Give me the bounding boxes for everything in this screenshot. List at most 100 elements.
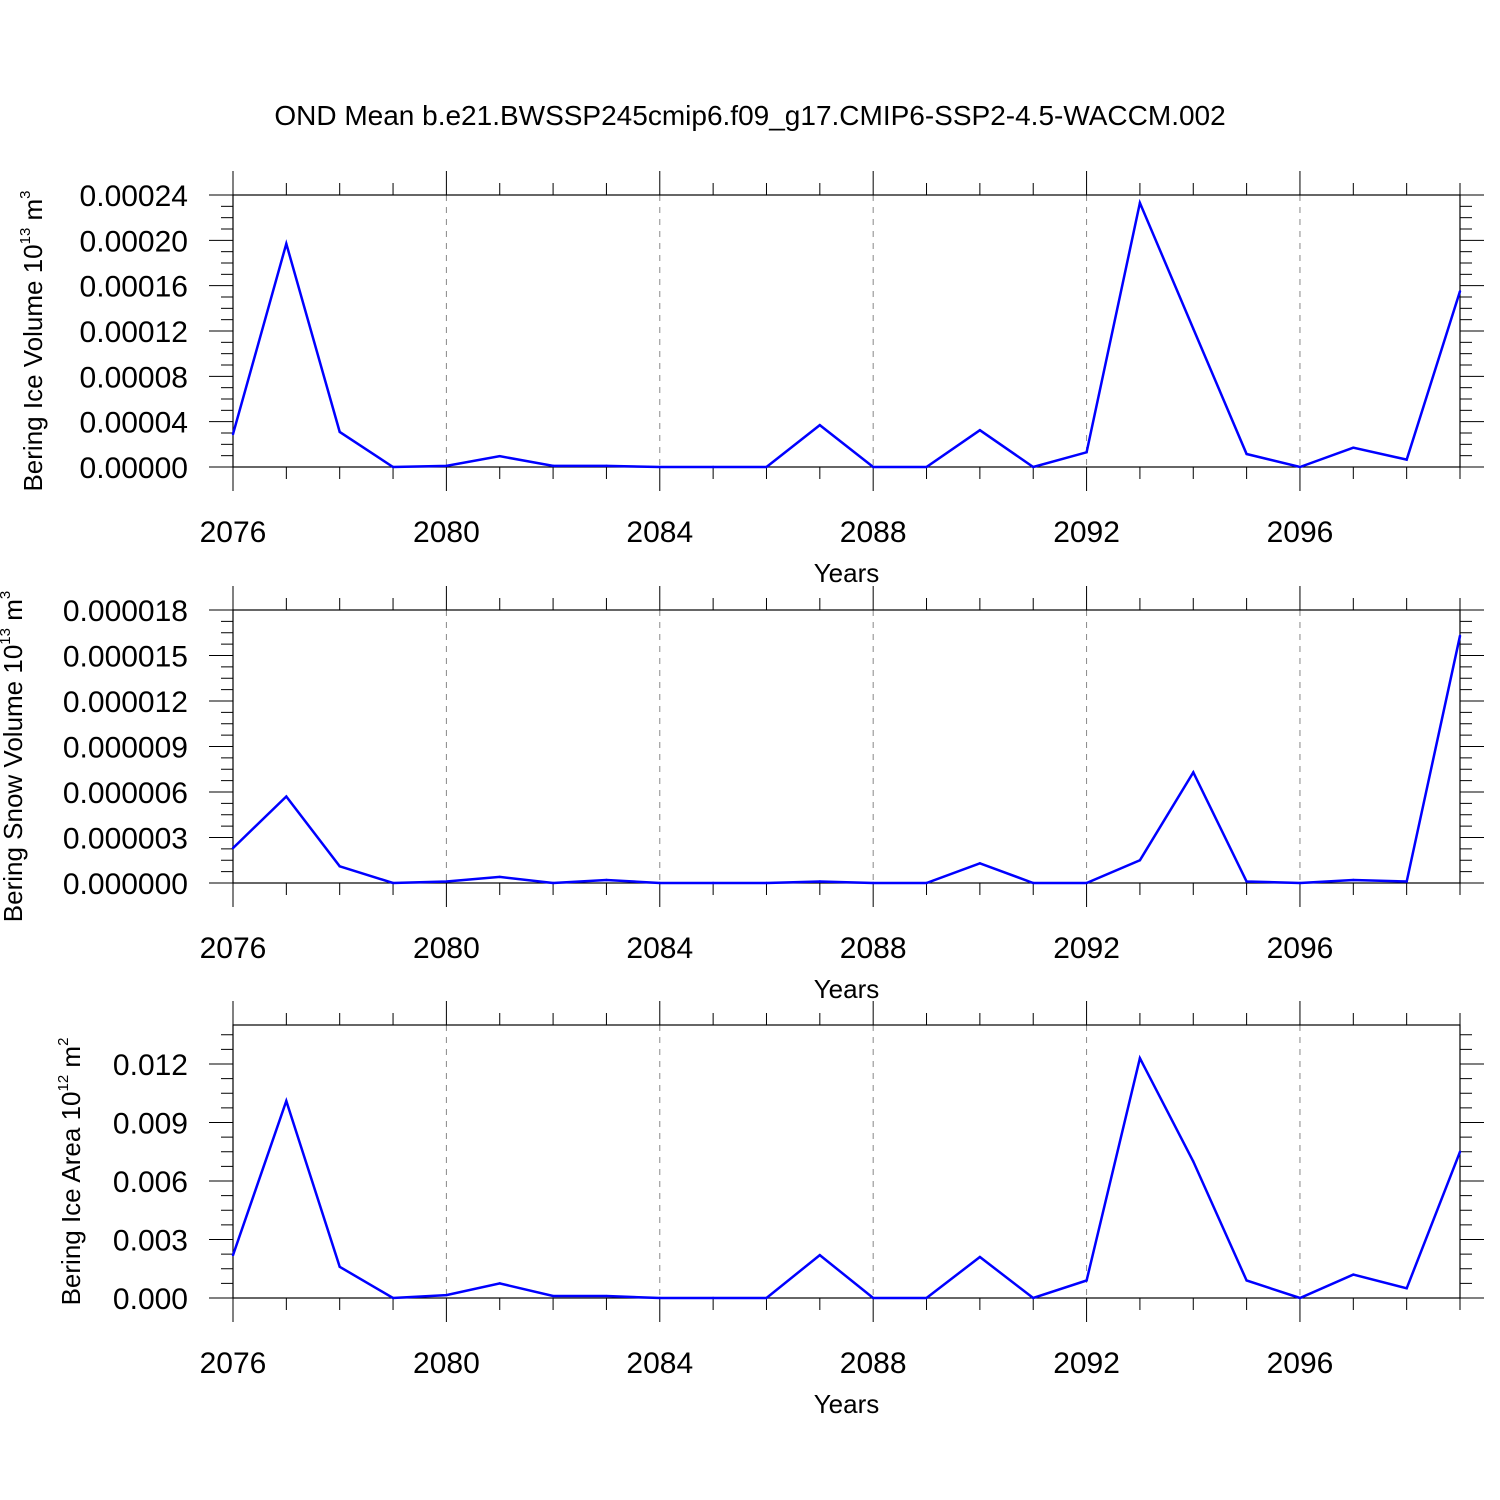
data-point-2087 xyxy=(818,423,822,427)
data-point-2098 xyxy=(1405,458,1408,461)
data-point-2096 xyxy=(1298,1296,1302,1300)
data-point-2080 xyxy=(445,464,448,468)
page-title: OND Mean b.e21.BWSSP245cmip6.f09_g17.CMI… xyxy=(274,100,1226,131)
data-point-2081 xyxy=(498,455,501,458)
x-tick-label: 2088 xyxy=(840,932,907,965)
data-point-2078 xyxy=(338,865,341,868)
y-tick-label: 0.000009 xyxy=(63,732,188,765)
y-tick-label: 0.00008 xyxy=(80,361,188,394)
data-point-2084 xyxy=(658,881,661,885)
series-line xyxy=(231,1054,1462,1300)
x-tick-label: 2084 xyxy=(626,516,693,549)
data-point-2078 xyxy=(338,1265,341,1269)
y-tick-label: 0.000 xyxy=(113,1283,188,1316)
data-point-2084 xyxy=(658,1296,661,1300)
data-point-2076 xyxy=(231,846,235,850)
data-point-2093 xyxy=(1138,1056,1142,1060)
y-tick-label: 0.000012 xyxy=(63,686,188,719)
data-point-2089 xyxy=(925,465,928,469)
y-axis-title: Bering Ice Volume 1013 m3 xyxy=(17,190,48,491)
data-point-2094 xyxy=(1192,1160,1195,1163)
x-axis-title: Years xyxy=(814,558,880,588)
y-tick-label: 0.000018 xyxy=(63,595,188,628)
data-point-2097 xyxy=(1352,1273,1355,1276)
data-point-2095 xyxy=(1245,1279,1248,1282)
y-axis-title: Bering Ice Area 1012 m2 xyxy=(55,1038,86,1306)
y-tick-label: 0.00000 xyxy=(80,452,188,485)
snow-volume-panel: 2076 2080 2084 2088 2092 2096 0.000000 0.000003… xyxy=(0,586,1484,1004)
data-point-2087 xyxy=(818,880,822,883)
data-point-2086 xyxy=(765,1296,768,1300)
data-point-2088 xyxy=(871,465,875,469)
series-line xyxy=(232,635,1462,885)
y-tick-label: 0.000000 xyxy=(63,868,188,901)
y-tick-label: 0.000015 xyxy=(63,641,188,674)
data-point-2085 xyxy=(711,1296,715,1300)
y-tick-label: 0.000003 xyxy=(63,823,188,856)
x-tick-label: 2092 xyxy=(1053,1347,1120,1380)
x-tick-label: 2084 xyxy=(626,1347,693,1380)
x-tick-label: 2080 xyxy=(413,932,480,965)
plot-frame xyxy=(232,1024,1461,1299)
data-point-2080 xyxy=(445,1293,448,1297)
ice-volume-panel: 2076 2080 2084 2088 2092 2096 0.00000 0.00004 0.… xyxy=(17,171,1484,588)
data-point-2080 xyxy=(445,880,448,883)
data-point-2091 xyxy=(1032,465,1035,469)
data-point-2085 xyxy=(711,465,715,469)
data-point-2094 xyxy=(1192,771,1195,774)
data-point-2079 xyxy=(391,1296,395,1300)
x-tick-label: 2096 xyxy=(1267,516,1334,549)
data-point-2095 xyxy=(1245,452,1248,456)
data-point-2097 xyxy=(1352,446,1355,449)
y-tick-label: 0.00012 xyxy=(80,316,188,349)
data-point-2082 xyxy=(551,881,555,885)
data-point-2099 xyxy=(1458,1150,1462,1153)
data-point-2083 xyxy=(605,1294,608,1298)
data-point-2079 xyxy=(391,465,395,469)
data-point-2076 xyxy=(231,1253,235,1257)
data-point-2092 xyxy=(1085,1279,1088,1282)
x-tick-label: 2080 xyxy=(413,1347,480,1380)
data-point-2092 xyxy=(1085,881,1088,885)
data-point-2083 xyxy=(605,464,608,468)
data-point-2082 xyxy=(551,1294,555,1298)
data-point-2090 xyxy=(978,1255,982,1259)
x-axis-title: Years xyxy=(814,974,880,1004)
y-tick-label: 0.003 xyxy=(113,1225,188,1258)
y-tick-label: 0.006 xyxy=(113,1166,188,1199)
x-tick-label: 2088 xyxy=(840,1347,907,1380)
y-tick-label: 0.012 xyxy=(113,1049,188,1082)
data-point-2097 xyxy=(1352,878,1355,882)
x-tick-label: 2092 xyxy=(1053,516,1120,549)
plot-frame xyxy=(232,609,1461,884)
ice-area-panel: 2076 2080 2084 2088 2092 2096 0.000 0.003 0.006 0… xyxy=(55,1001,1484,1419)
y-axis-title: Bering Snow Volume 1013 m3 xyxy=(0,591,28,922)
y-tick-label: 0.00004 xyxy=(80,407,188,440)
data-point-2096 xyxy=(1298,465,1302,469)
data-point-2086 xyxy=(765,465,768,469)
data-point-2096 xyxy=(1298,881,1302,885)
series-line xyxy=(231,198,1462,469)
x-tick-label: 2084 xyxy=(626,932,693,965)
x-tick-label: 2096 xyxy=(1267,932,1334,965)
data-point-2088 xyxy=(871,881,875,885)
data-point-2094 xyxy=(1192,327,1195,330)
data-point-2088 xyxy=(871,1296,875,1300)
data-point-2083 xyxy=(605,878,608,882)
data-point-2090 xyxy=(978,428,982,432)
data-point-2099 xyxy=(1458,290,1462,293)
data-point-2078 xyxy=(338,430,341,434)
x-tick-label: 2076 xyxy=(200,516,267,549)
x-axis-title: Years xyxy=(814,1389,880,1419)
data-point-2084 xyxy=(658,465,661,469)
data-point-2077 xyxy=(285,242,288,245)
data-point-2099 xyxy=(1458,634,1462,637)
data-point-2089 xyxy=(925,1296,928,1300)
x-tick-label: 2088 xyxy=(840,516,907,549)
y-tick-label: 0.009 xyxy=(113,1108,188,1141)
plot-frame xyxy=(232,194,1461,468)
data-point-2077 xyxy=(285,1099,288,1103)
y-tick-label: 0.000006 xyxy=(63,777,188,810)
data-point-2091 xyxy=(1032,881,1035,885)
